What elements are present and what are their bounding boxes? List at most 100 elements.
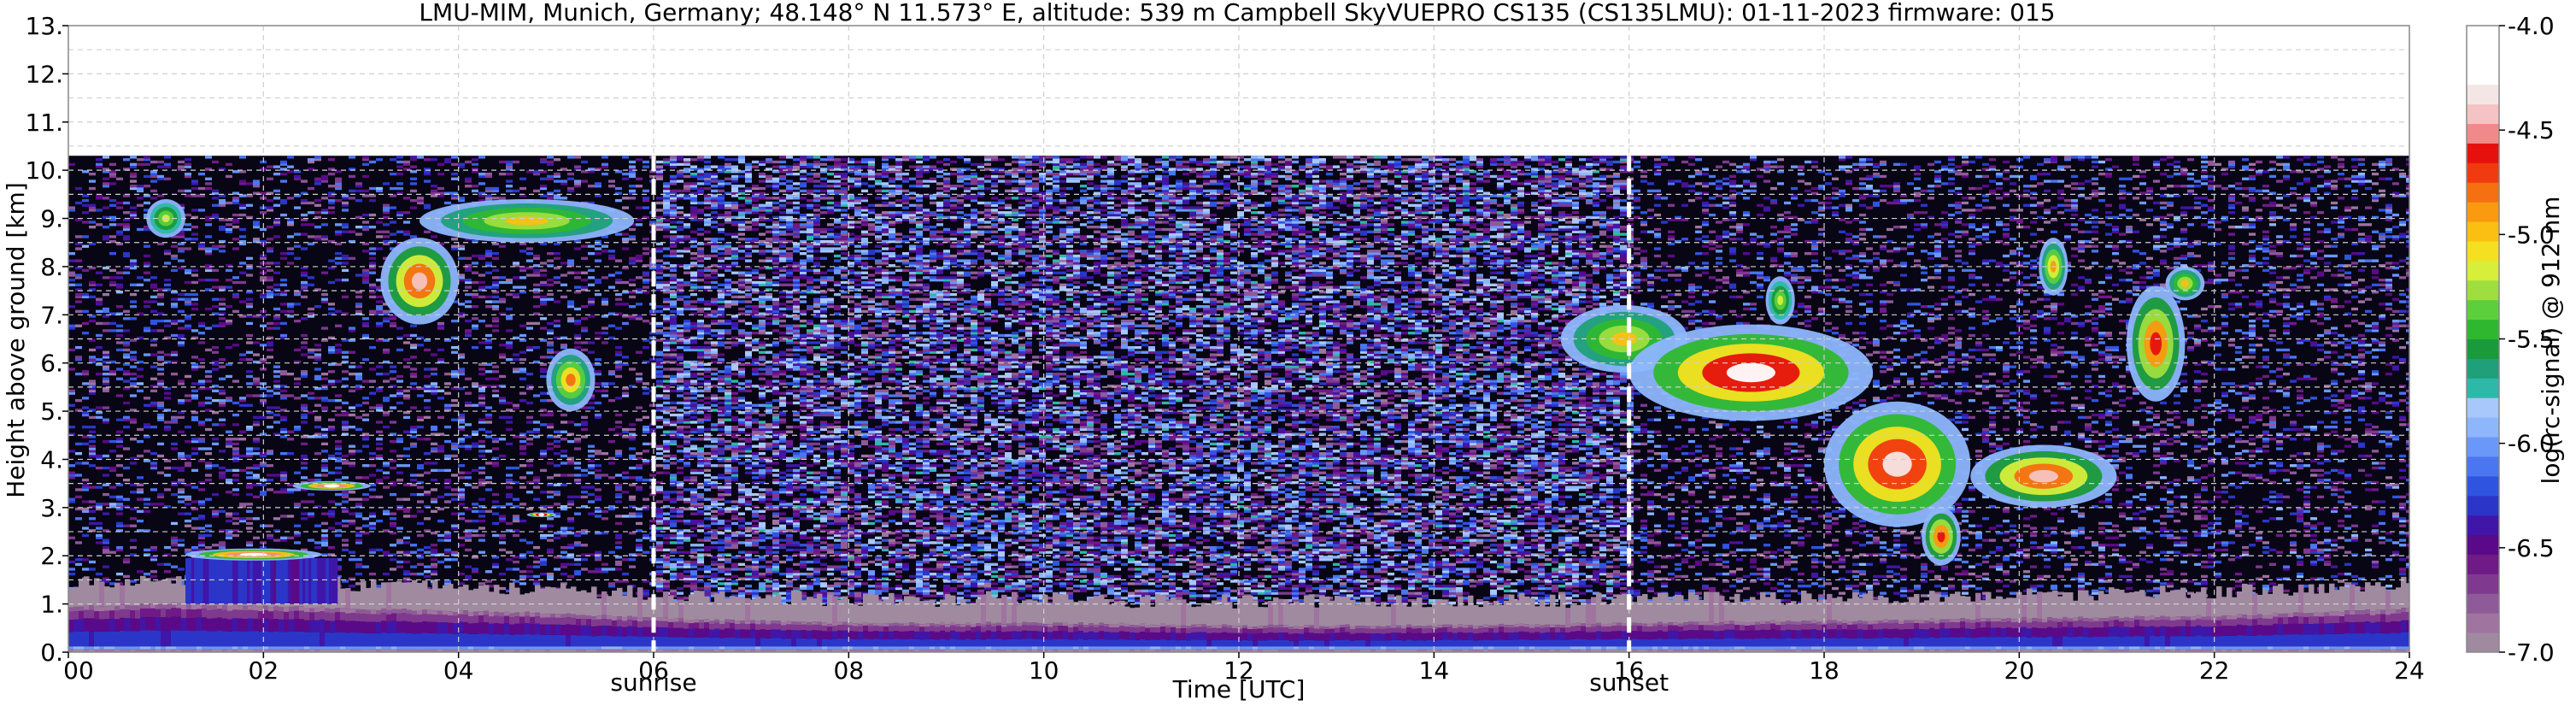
noise-cell — [663, 274, 670, 276]
noise-cell — [212, 197, 219, 199]
noise-cell — [731, 467, 738, 469]
noise-cell — [725, 366, 731, 368]
noise-cell — [629, 185, 636, 187]
noise-cell — [554, 179, 560, 182]
noise-cell — [355, 527, 362, 529]
noise-cell — [349, 231, 355, 233]
noise-cell — [437, 397, 444, 399]
noise-cell — [437, 416, 444, 419]
noise-cell — [588, 276, 595, 279]
noise-cell — [540, 317, 547, 320]
noise-cell — [417, 485, 424, 488]
noise-cell — [390, 544, 396, 546]
noise-cell — [267, 238, 273, 240]
noise-cell — [396, 349, 403, 351]
noise-cell — [656, 161, 663, 163]
noise-cell — [191, 527, 198, 529]
noise-cell — [267, 327, 273, 329]
noise-cell — [663, 262, 670, 264]
noise-cell — [362, 221, 369, 223]
noise-cell — [103, 235, 109, 238]
noise-cell — [116, 431, 123, 433]
noise-cell — [355, 512, 362, 515]
noise-cell — [526, 327, 533, 329]
noise-cell — [362, 493, 369, 496]
noise-cell — [540, 423, 547, 426]
noise-cell — [738, 272, 745, 274]
noise-cell — [164, 563, 171, 566]
noise-cell — [595, 551, 601, 554]
noise-cell — [198, 447, 205, 450]
noise-cell — [656, 329, 663, 332]
noise-cell — [232, 402, 239, 404]
noise-cell — [253, 438, 260, 440]
noise-cell — [478, 182, 485, 185]
noise-cell — [718, 329, 725, 332]
noise-cell — [684, 272, 690, 274]
noise-cell — [390, 206, 396, 209]
noise-cell — [342, 476, 349, 479]
noise-cell — [349, 520, 355, 522]
noise-cell — [253, 447, 260, 450]
noise-cell — [273, 366, 280, 368]
noise-cell — [75, 356, 82, 358]
noise-cell — [396, 566, 403, 568]
noise-cell — [554, 503, 560, 505]
noise-cell — [608, 568, 615, 570]
noise-cell — [212, 346, 219, 349]
noise-cell — [643, 382, 649, 385]
noise-cell — [280, 394, 287, 397]
noise-cell — [478, 467, 485, 469]
noise-cell — [472, 520, 478, 522]
noise-cell — [684, 223, 690, 226]
noise-cell — [738, 382, 745, 385]
noise-cell — [103, 366, 109, 368]
noise-cell — [171, 537, 178, 539]
noise-cell — [472, 293, 478, 296]
noise-cell — [643, 247, 649, 250]
noise-cell — [191, 416, 198, 419]
noise-cell — [116, 394, 123, 397]
noise-cell — [198, 358, 205, 361]
noise-cell — [731, 202, 738, 204]
noise-cell — [554, 257, 560, 260]
noise-cell — [390, 517, 396, 520]
noise-cell — [677, 226, 684, 228]
noise-cell — [294, 382, 301, 385]
noise-cell — [718, 447, 725, 450]
noise-cell — [396, 187, 403, 190]
noise-cell — [301, 214, 308, 216]
noise-cell — [492, 300, 499, 303]
noise-cell — [533, 284, 540, 286]
noise-cell — [725, 158, 731, 161]
noise-cell — [574, 558, 581, 561]
noise-cell — [396, 464, 403, 467]
noise-cell — [643, 166, 649, 168]
noise-cell — [519, 538, 526, 541]
noise-cell — [595, 390, 601, 392]
noise-cell — [246, 298, 253, 301]
noise-cell — [725, 257, 731, 260]
noise-cell — [164, 397, 171, 399]
noise-cell — [588, 464, 595, 467]
noise-cell — [116, 474, 123, 476]
noise-cell — [444, 382, 451, 385]
noise-cell — [349, 450, 355, 452]
noise-cell — [130, 356, 137, 358]
noise-cell — [506, 416, 513, 419]
noise-cell — [164, 156, 171, 158]
noise-cell — [588, 570, 595, 573]
noise-cell — [335, 394, 342, 397]
noise-cell — [403, 551, 410, 554]
noise-cell — [725, 419, 731, 421]
noise-cell — [198, 379, 205, 382]
noise-cell — [335, 199, 342, 202]
noise-cell — [656, 310, 663, 313]
noise-cell — [89, 510, 96, 513]
noise-cell — [417, 493, 424, 496]
noise-cell — [144, 245, 150, 248]
noise-cell — [267, 226, 273, 228]
noise-cell — [540, 327, 547, 329]
noise-cell — [96, 158, 103, 161]
noise-cell — [96, 522, 103, 525]
